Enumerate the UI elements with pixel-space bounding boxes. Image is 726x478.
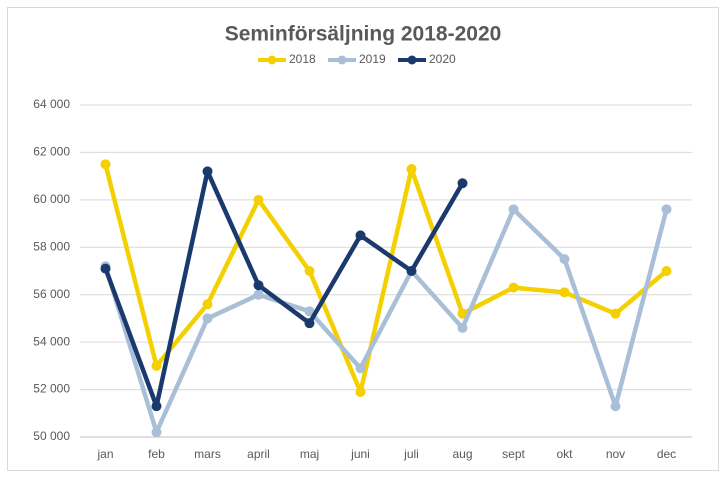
- y-tick-label: 64 000: [33, 97, 70, 111]
- legend-marker: [267, 55, 277, 65]
- y-tick-label: 52 000: [33, 382, 70, 396]
- series-line: [103, 163, 668, 395]
- point: [661, 266, 672, 276]
- x-tick-label: nov: [606, 447, 625, 461]
- point: [508, 204, 519, 215]
- point: [253, 194, 264, 205]
- point: [457, 178, 468, 189]
- point: [406, 266, 417, 276]
- x-tick-label: juli: [403, 447, 419, 461]
- point: [610, 401, 621, 412]
- x-tick-label: dec: [657, 447, 676, 461]
- point: [457, 308, 468, 319]
- point: [304, 318, 315, 329]
- y-tick-label: 56 000: [33, 287, 70, 301]
- series-line: [103, 169, 465, 409]
- point: [151, 427, 162, 438]
- point: [508, 282, 519, 293]
- point: [202, 299, 213, 310]
- point: [559, 287, 570, 298]
- legend: 2018 2019 2020: [258, 52, 456, 66]
- legend-label: 2018: [289, 52, 316, 66]
- legend-marker: [407, 55, 417, 65]
- point: [661, 204, 672, 215]
- y-tick-label: 58 000: [33, 239, 70, 253]
- x-tick-label: juni: [350, 447, 370, 461]
- x-tick-label: mars: [194, 447, 221, 461]
- chart-title: Seminförsäljning 2018-2020: [225, 23, 502, 46]
- plot: [100, 159, 672, 438]
- x-tick-label: aug: [452, 447, 472, 461]
- grid: 50 000 52 000 54 000 56 000 58 000 60 000 62 0…: [33, 97, 692, 461]
- point: [100, 159, 111, 170]
- point: [355, 230, 366, 241]
- point: [304, 306, 315, 317]
- point: [355, 363, 366, 374]
- point: [253, 280, 264, 291]
- x-tick-label: okt: [556, 447, 573, 461]
- point: [610, 308, 621, 319]
- x-tick-label: sept: [502, 447, 525, 461]
- point: [253, 289, 264, 300]
- point: [457, 322, 468, 333]
- legend-label: 2019: [359, 52, 386, 66]
- point: [202, 313, 213, 324]
- legend-label: 2020: [429, 52, 456, 66]
- x-tick-label: jan: [96, 447, 113, 461]
- x-tick-label: april: [247, 447, 270, 461]
- series-line: [103, 207, 669, 435]
- y-tick-label: 60 000: [33, 192, 70, 206]
- point: [355, 386, 366, 397]
- y-tick-label: 50 000: [33, 429, 70, 443]
- point: [559, 254, 570, 265]
- point: [202, 166, 213, 177]
- y-tick-label: 54 000: [33, 334, 70, 348]
- x-tick-label: maj: [300, 447, 319, 461]
- legend-marker: [337, 55, 347, 65]
- point: [100, 263, 111, 274]
- x-tick-label: feb: [148, 447, 165, 461]
- point: [406, 164, 417, 175]
- y-tick-label: 62 000: [33, 145, 70, 159]
- point: [304, 266, 315, 276]
- point: [151, 401, 162, 412]
- point: [151, 360, 162, 371]
